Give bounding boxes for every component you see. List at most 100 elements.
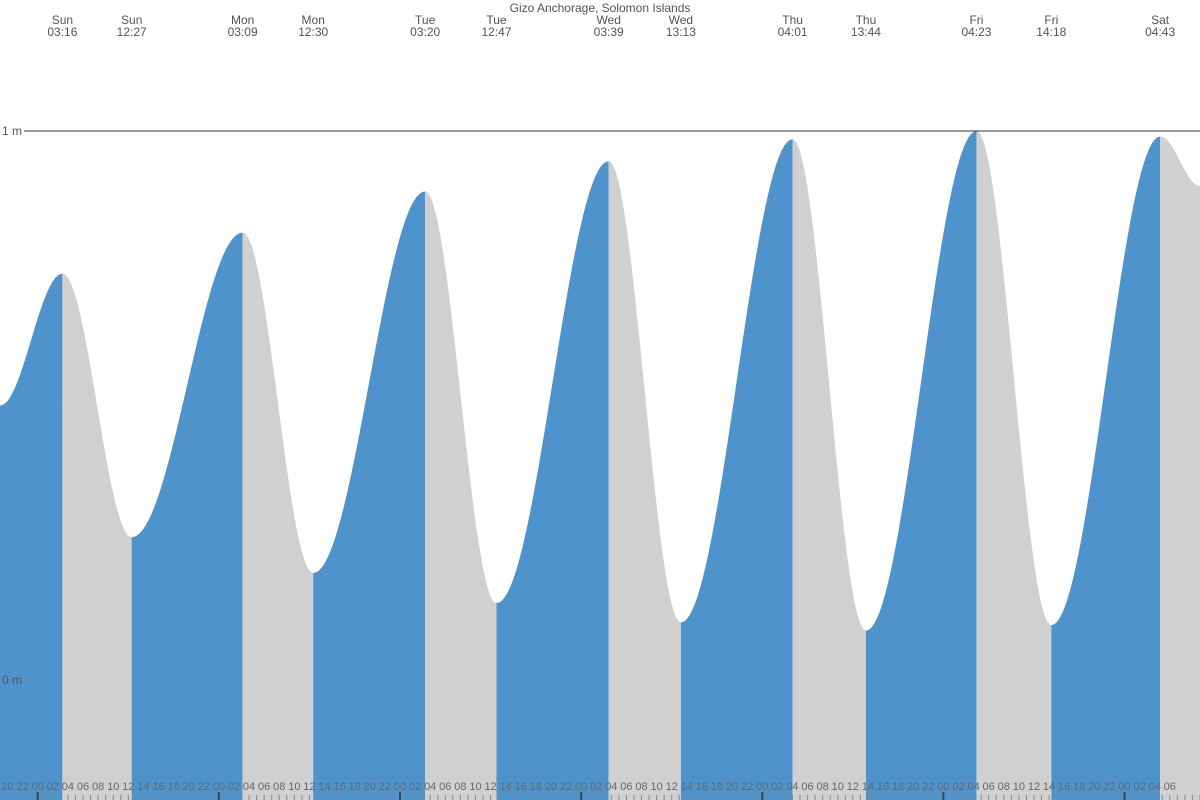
hour-tick-label: 06 xyxy=(983,781,995,793)
event-day-label: Fri xyxy=(969,13,983,27)
event-time-label: 04:23 xyxy=(961,25,991,39)
hour-tick-label: 02 xyxy=(952,781,964,793)
hour-tick-label: 12 xyxy=(847,781,859,793)
event-day-label: Thu xyxy=(782,13,803,27)
hour-tick-label: 04 xyxy=(605,781,617,793)
rising-tide-area xyxy=(496,161,609,800)
hour-tick-label: 00 xyxy=(213,781,225,793)
hour-tick-label: 22 xyxy=(17,781,29,793)
event-time-label: 04:43 xyxy=(1145,25,1175,39)
hour-tick-label: 10 xyxy=(1013,781,1025,793)
hour-tick-label: 16 xyxy=(515,781,527,793)
hour-tick-label: 10 xyxy=(832,781,844,793)
hour-tick-label: 08 xyxy=(454,781,466,793)
hour-tick-label: 18 xyxy=(892,781,904,793)
hour-tick-label: 06 xyxy=(1164,781,1176,793)
hour-tick-label: 18 xyxy=(711,781,723,793)
hour-tick-label: 02 xyxy=(1133,781,1145,793)
hour-tick-label: 06 xyxy=(801,781,813,793)
hour-tick-label: 04 xyxy=(424,781,436,793)
event-day-label: Mon xyxy=(302,13,325,27)
hour-tick-label: 16 xyxy=(333,781,345,793)
rising-tide-area xyxy=(680,139,793,800)
hour-tick-label: 16 xyxy=(877,781,889,793)
hour-tick-label: 00 xyxy=(394,781,406,793)
hour-tick-label: 14 xyxy=(500,781,512,793)
hour-tick-label: 18 xyxy=(167,781,179,793)
event-day-label: Thu xyxy=(856,13,877,27)
hour-tick-label: 04 xyxy=(786,781,798,793)
chart-title: Gizo Anchorage, Solomon Islands xyxy=(509,1,691,15)
event-time-label: 03:16 xyxy=(47,25,77,39)
x-axis: 20 22 00 02 04 06 08 10 12 14 16 18 20 22 00 02 04 06 08 10… xyxy=(1,781,1200,800)
hour-tick-label: 06 xyxy=(620,781,632,793)
event-day-label: Wed xyxy=(596,13,620,27)
rising-tide-area xyxy=(131,232,243,800)
hour-tick-label: 08 xyxy=(273,781,285,793)
hour-tick-label: 16 xyxy=(152,781,164,793)
tide-event-labels: Sun03:16Sun12:27Mon03:09Mon12:30Tue03:20… xyxy=(47,13,1175,39)
hour-tick-label: 14 xyxy=(681,781,693,793)
hour-tick-label: 02 xyxy=(228,781,240,793)
rising-tide-area xyxy=(0,273,63,800)
y-tick-label: 1 m xyxy=(2,124,22,138)
hour-tick-label: 22 xyxy=(198,781,210,793)
hour-tick-label: 20 xyxy=(726,781,738,793)
hour-tick-label: 20 xyxy=(183,781,195,793)
hour-tick-label: 18 xyxy=(349,781,361,793)
hour-tick-label: 08 xyxy=(998,781,1010,793)
hour-tick-label: 08 xyxy=(635,781,647,793)
hour-tick-label: 12 xyxy=(666,781,678,793)
hour-tick-label: 06 xyxy=(439,781,451,793)
hour-tick-label: 20 xyxy=(1088,781,1100,793)
hour-tick-label: 10 xyxy=(288,781,300,793)
hour-tick-label: 22 xyxy=(379,781,391,793)
event-day-label: Tue xyxy=(415,13,436,27)
hour-tick-label: 06 xyxy=(258,781,270,793)
hour-tick-label: 02 xyxy=(47,781,59,793)
event-time-label: 03:39 xyxy=(594,25,624,39)
hour-tick-label: 00 xyxy=(575,781,587,793)
event-time-label: 13:13 xyxy=(666,25,696,39)
hour-tick-label: 08 xyxy=(817,781,829,793)
hour-tick-label: 06 xyxy=(77,781,89,793)
hour-tick-label: 14 xyxy=(1043,781,1055,793)
event-day-label: Mon xyxy=(231,13,254,27)
falling-tide-area xyxy=(608,161,681,800)
hour-tick-label: 02 xyxy=(771,781,783,793)
hour-tick-label: 22 xyxy=(741,781,753,793)
event-time-label: 14:18 xyxy=(1036,25,1066,39)
hour-tick-label: 12 xyxy=(122,781,134,793)
hour-tick-label: 18 xyxy=(1073,781,1085,793)
y-tick-label: 0 m xyxy=(2,673,22,687)
hour-tick-label: 22 xyxy=(922,781,934,793)
hour-tick-label: 22 xyxy=(560,781,572,793)
hour-tick-label: 12 xyxy=(484,781,496,793)
hour-tick-label: 20 xyxy=(545,781,557,793)
hour-tick-label: 04 xyxy=(1149,781,1161,793)
hour-tick-label: 18 xyxy=(530,781,542,793)
event-day-label: Fri xyxy=(1044,13,1058,27)
falling-tide-area xyxy=(242,232,314,800)
rising-tide-area xyxy=(1051,136,1161,800)
hour-tick-label: 04 xyxy=(967,781,979,793)
hour-tick-label: 20 xyxy=(364,781,376,793)
event-time-label: 13:44 xyxy=(851,25,881,39)
hour-tick-label: 04 xyxy=(243,781,255,793)
event-day-label: Sun xyxy=(52,13,73,27)
event-time-label: 03:09 xyxy=(228,25,258,39)
falling-tide-area xyxy=(976,131,1052,800)
rising-tide-area xyxy=(865,131,977,800)
tide-areas xyxy=(0,131,1200,800)
hour-tick-label: 00 xyxy=(937,781,949,793)
hour-tick-label: 10 xyxy=(107,781,119,793)
event-day-label: Wed xyxy=(669,13,693,27)
hour-tick-label: 04 xyxy=(62,781,74,793)
event-day-label: Sat xyxy=(1151,13,1170,27)
hour-tick-label: 16 xyxy=(1058,781,1070,793)
hour-tick-label: 20 xyxy=(1,781,13,793)
hour-tick-label: 08 xyxy=(92,781,104,793)
falling-tide-area xyxy=(792,139,866,800)
event-time-label: 04:01 xyxy=(778,25,808,39)
falling-tide-area xyxy=(425,191,497,800)
